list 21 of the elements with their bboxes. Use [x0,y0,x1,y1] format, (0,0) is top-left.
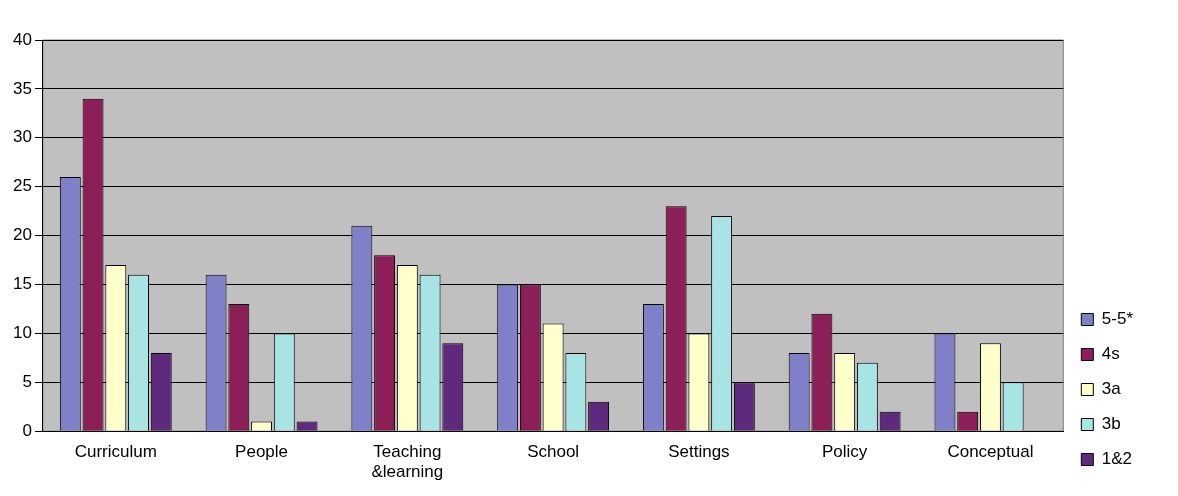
x-tick-label: Teaching &learning [371,442,444,482]
x-tick-label: People [235,442,289,462]
y-tick-label: 10 [12,323,32,343]
x-tick-label: School [527,442,580,462]
y-tick-label: 5 [22,371,32,391]
legend-label: 3b [1101,414,1121,434]
y-tick-label: 20 [12,225,32,245]
legend-label: 1&2 [1101,449,1133,469]
x-tick-label: Conceptual [947,442,1034,462]
legend-label: 5-5* [1101,309,1134,329]
y-tick-label: 15 [12,274,32,294]
x-tick-label: Curriculum [74,442,157,462]
x-tick-label: Settings [668,442,730,462]
x-tick-label: Policy [821,442,868,462]
legend-label: 3a [1101,379,1122,399]
y-tick-label: 35 [12,78,32,98]
y-tick-label: 30 [12,127,32,147]
y-tick-label: 25 [12,176,32,196]
y-tick-label: 0 [22,420,32,440]
legend-label: 4s [1101,344,1120,364]
y-tick-label: 40 [12,29,32,49]
